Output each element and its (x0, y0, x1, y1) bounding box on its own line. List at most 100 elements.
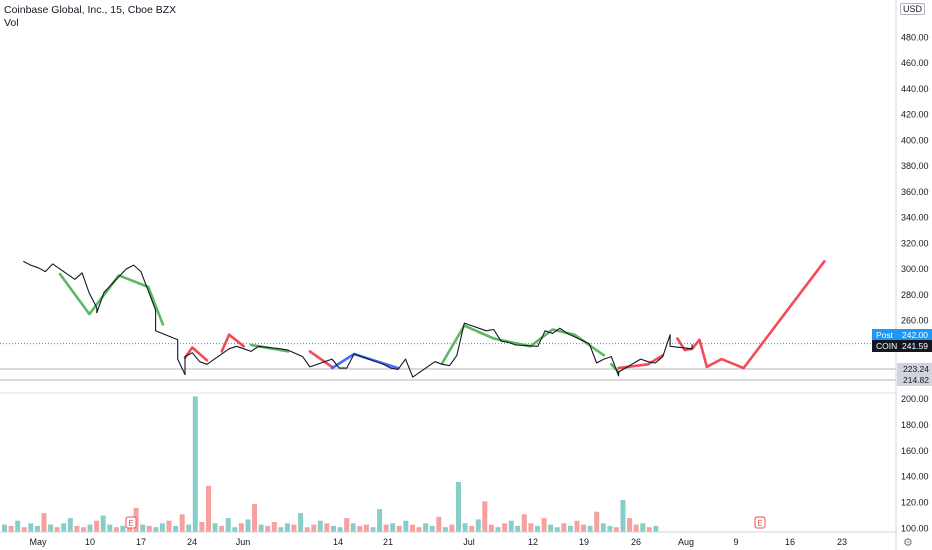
red-drawing-line[interactable] (308, 350, 334, 369)
time-tick-label: Jun (236, 537, 251, 547)
volume-bar (646, 527, 652, 532)
volume-tick-label: 160.00 (901, 446, 929, 456)
volume-bars (2, 396, 659, 532)
time-tick-label: 16 (785, 537, 795, 547)
volume-bar (449, 524, 455, 532)
volume-bar (225, 518, 231, 532)
volume-bar (2, 524, 7, 532)
volume-label: Vol (4, 17, 19, 29)
volume-bar (396, 525, 402, 532)
green-drawing-line[interactable] (249, 343, 290, 353)
volume-bar (594, 511, 600, 532)
time-tick-label: 21 (383, 537, 393, 547)
level-badge-1-value: 223.24 (903, 364, 929, 374)
volume-bar (291, 524, 297, 532)
volume-bar (278, 527, 284, 532)
volume-bar (370, 527, 376, 532)
level-lines (0, 343, 896, 381)
time-tick-label: Jul (463, 537, 475, 547)
volume-bar (600, 523, 606, 532)
volume-bar (581, 524, 586, 532)
volume-bar (54, 527, 60, 532)
price-tick-label: 480.00 (901, 32, 929, 42)
volume-bar (508, 520, 514, 532)
volume-bar (502, 523, 508, 532)
level-badge-2-value: 214.82 (903, 375, 929, 385)
volume-bar (48, 524, 54, 532)
volume-bar (442, 527, 448, 532)
volume-bar (120, 525, 126, 532)
post-badge-value: 242.00 (902, 330, 928, 340)
volume-bar (15, 520, 21, 532)
volume-bar (232, 527, 238, 532)
price-tick-label: 340.00 (901, 213, 929, 223)
red-drawing-line[interactable] (183, 346, 209, 362)
time-tick-label: 24 (187, 537, 197, 547)
volume-bar (199, 522, 205, 532)
trend-drawings[interactable] (58, 259, 826, 374)
volume-bar (8, 525, 14, 532)
volume-bar (554, 527, 560, 532)
coin-badge-value: 241.59 (902, 341, 928, 351)
time-tick-label: 26 (631, 537, 641, 547)
price-tick-label: 280.00 (901, 290, 929, 300)
volume-tick-label: 180.00 (901, 420, 929, 430)
green-drawing-line[interactable] (58, 272, 165, 326)
volume-bar (258, 524, 264, 532)
volume-bar (94, 520, 100, 532)
volume-bar (620, 500, 626, 532)
volume-bar (410, 524, 415, 532)
volume-bar (140, 524, 146, 532)
price-axis[interactable]: 480.00 460.00 440.00 420.00 400.00 380.00 360.… (895, 0, 929, 550)
volume-bar (21, 527, 27, 532)
price-tick-label: 380.00 (901, 161, 929, 171)
volume-bar (219, 525, 225, 532)
volume-bar (74, 525, 80, 532)
volume-bar (567, 525, 573, 532)
blue-drawing-line[interactable] (330, 352, 400, 370)
volume-bar (212, 523, 218, 532)
volume-bar (304, 527, 310, 532)
volume-bar (363, 524, 369, 532)
volume-bar (317, 520, 323, 532)
price-line (23, 260, 693, 378)
gear-icon[interactable]: ⚙ (903, 537, 913, 549)
volume-bar (377, 509, 383, 532)
volume-bar (28, 523, 34, 532)
price-tick-label: 300.00 (901, 264, 929, 274)
volume-bar (640, 523, 646, 532)
green-drawing-line[interactable] (609, 362, 620, 374)
volume-bar (311, 524, 317, 532)
volume-tick-label: 100.00 (901, 524, 929, 534)
earnings-marker[interactable] (754, 516, 766, 529)
volume-bar (61, 523, 67, 532)
coin-badge-label: COIN (876, 341, 897, 351)
volume-bar (284, 523, 290, 532)
volume-bar (475, 519, 481, 532)
volume-bar (238, 523, 244, 532)
earnings-marker[interactable] (125, 516, 137, 529)
red-drawing-line[interactable] (220, 333, 246, 353)
currency-selector[interactable]: USD (900, 3, 926, 15)
volume-bar (206, 485, 211, 532)
coin-badge (872, 340, 932, 352)
post-badge-label: Post (876, 330, 894, 340)
price-tick-label: 420.00 (901, 110, 929, 120)
green-drawing-line[interactable] (440, 324, 606, 365)
chart-title: Coinbase Global, Inc., 15, Cboe BZX (4, 4, 177, 16)
volume-bar (331, 525, 336, 532)
volume-bar (179, 514, 185, 532)
volume-tick-label: 140.00 (901, 472, 929, 482)
time-axis[interactable]: May 10 17 24 Jun 14 21 Jul 12 19 26 Aug 9 16 23 (0, 531, 896, 547)
price-tick-label: 440.00 (901, 84, 929, 94)
volume-bar (107, 524, 113, 532)
volume-bar (469, 525, 475, 532)
volume-bar (495, 527, 501, 532)
red-drawing-line[interactable] (676, 259, 826, 370)
volume-bar (653, 525, 659, 532)
time-tick-label: 9 (733, 537, 738, 547)
earnings-marker-label: E (128, 519, 133, 528)
